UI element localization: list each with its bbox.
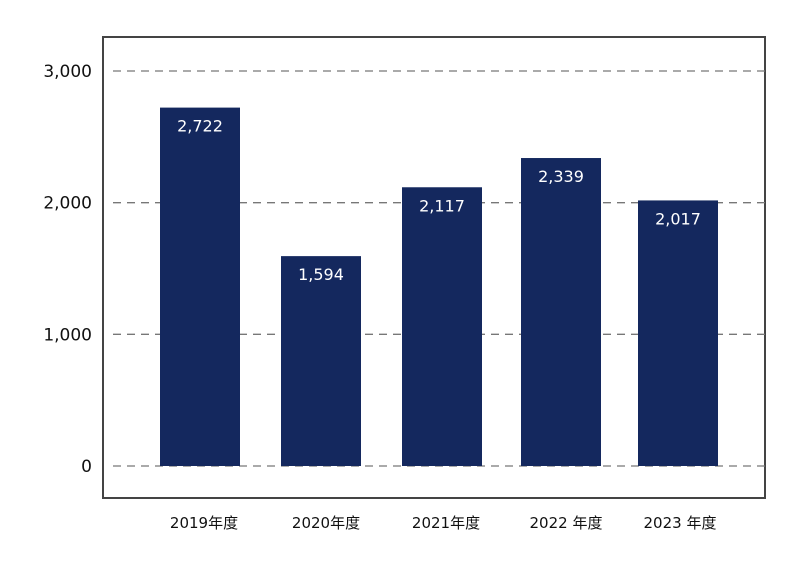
x-category-label: 2019年度 bbox=[170, 514, 238, 532]
bar bbox=[160, 107, 240, 466]
y-tick-label: 1,000 bbox=[43, 325, 92, 345]
x-category-label: 2021年度 bbox=[412, 514, 480, 532]
bar bbox=[521, 158, 601, 466]
bar-value-label: 1,594 bbox=[298, 265, 344, 284]
x-category-label: 2023 年度 bbox=[644, 514, 717, 532]
x-axis-category-labels: 2019年度 2020年度 2021年度 2022 年度 2023 年度 bbox=[170, 514, 717, 532]
y-axis-tick-labels: 0 1,000 2,000 3,000 bbox=[43, 62, 92, 477]
y-tick-label: 3,000 bbox=[43, 62, 92, 82]
x-category-label: 2022 年度 bbox=[530, 514, 603, 532]
bar bbox=[402, 187, 482, 467]
data-labels: 2,722 1,594 2,117 2,339 2,017 bbox=[177, 117, 701, 285]
bar bbox=[638, 200, 718, 466]
bar-value-label: 2,339 bbox=[538, 167, 584, 186]
y-tick-label: 0 bbox=[81, 457, 92, 477]
bar bbox=[281, 256, 361, 466]
bar-value-label: 2,722 bbox=[177, 117, 223, 136]
x-category-label: 2020年度 bbox=[292, 514, 360, 532]
bar-value-label: 2,017 bbox=[655, 209, 701, 228]
bars bbox=[160, 107, 718, 467]
bar-value-label: 2,117 bbox=[419, 196, 465, 215]
plot-frame bbox=[102, 36, 766, 499]
y-tick-label: 2,000 bbox=[43, 194, 92, 214]
